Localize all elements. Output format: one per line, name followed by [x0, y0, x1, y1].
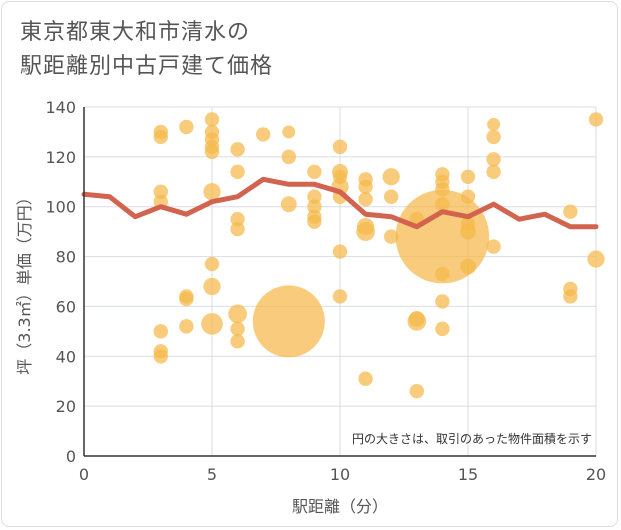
data-point	[332, 139, 348, 155]
data-point	[460, 169, 476, 184]
x-tick-label: 20	[586, 465, 606, 484]
data-point	[203, 277, 221, 296]
data-point	[179, 319, 194, 334]
data-point	[230, 164, 245, 180]
data-point	[230, 221, 245, 237]
data-point	[358, 371, 373, 386]
data-point	[486, 129, 501, 145]
data-point	[153, 184, 168, 199]
data-point	[332, 289, 348, 304]
data-point	[486, 239, 501, 254]
data-point	[230, 211, 245, 227]
data-point	[282, 125, 296, 139]
x-tick-label: 15	[458, 465, 478, 484]
x-tick-label: 10	[330, 465, 350, 484]
data-point	[179, 291, 194, 307]
y-tick-label: 60	[56, 297, 76, 316]
x-tick-label: 0	[79, 465, 89, 484]
grid-lines	[83, 106, 597, 457]
data-point	[204, 112, 220, 127]
data-point	[201, 313, 223, 335]
data-point	[153, 129, 168, 145]
data-point	[153, 349, 168, 364]
data-point	[204, 144, 220, 160]
data-point	[435, 294, 450, 309]
data-point	[307, 189, 322, 204]
data-point	[153, 324, 168, 339]
data-point	[460, 189, 476, 204]
data-point	[435, 266, 450, 282]
chart-title-line1: 東京都東大和市清水の	[20, 20, 251, 45]
data-point	[384, 189, 399, 204]
y-tick-label: 20	[56, 397, 76, 416]
x-axis-label: 駅距離（分）	[292, 497, 388, 516]
y-axis-label: 坪（3.3㎡）単価（万円）	[15, 189, 34, 374]
data-point	[230, 142, 245, 157]
x-tick-label: 5	[207, 465, 217, 484]
data-point	[256, 127, 271, 142]
data-point	[407, 312, 427, 331]
chart-title-line2: 駅距離別中古戸建て価格	[20, 54, 274, 79]
data-point	[204, 256, 220, 272]
data-point	[307, 164, 322, 180]
data-point	[332, 244, 348, 259]
data-point	[460, 223, 476, 240]
data-point	[230, 334, 245, 349]
data-point	[356, 222, 375, 242]
data-point	[587, 250, 605, 268]
data-point	[409, 383, 424, 399]
data-point	[460, 258, 476, 275]
data-point	[281, 149, 296, 165]
data-point	[486, 164, 501, 180]
data-point	[588, 112, 604, 127]
data-point	[280, 196, 297, 213]
y-tick-label: 120	[45, 148, 76, 167]
y-tick-label: 80	[56, 248, 76, 267]
data-point	[230, 321, 245, 337]
data-point	[203, 183, 221, 201]
data-point	[307, 199, 322, 214]
data-point	[563, 289, 578, 304]
tick-labels: 0 20 40 60 80 100 120 140 0 5 10 15 20	[45, 98, 606, 484]
data-point	[358, 179, 373, 194]
data-point	[228, 304, 247, 324]
data-point	[487, 117, 501, 131]
axes	[83, 107, 596, 457]
data-point	[358, 192, 373, 207]
data-point	[179, 119, 194, 135]
data-point	[563, 204, 578, 219]
bubble-layer	[153, 112, 605, 399]
y-tick-label: 100	[45, 198, 76, 217]
data-point	[384, 229, 399, 244]
data-point	[435, 321, 450, 337]
trend-line	[81, 176, 599, 230]
y-tick-label: 140	[45, 98, 76, 117]
y-tick-label: 0	[66, 447, 76, 466]
data-point	[486, 152, 501, 167]
data-point	[382, 168, 400, 186]
bubble-size-note: 円の大きさは、取引のあった物件面積を示す	[352, 431, 592, 446]
data-point	[307, 214, 322, 229]
data-point	[252, 285, 325, 358]
y-tick-label: 40	[56, 347, 76, 366]
chart-title: 東京都東大和市清水の 駅距離別中古戸建て価格	[20, 16, 273, 84]
